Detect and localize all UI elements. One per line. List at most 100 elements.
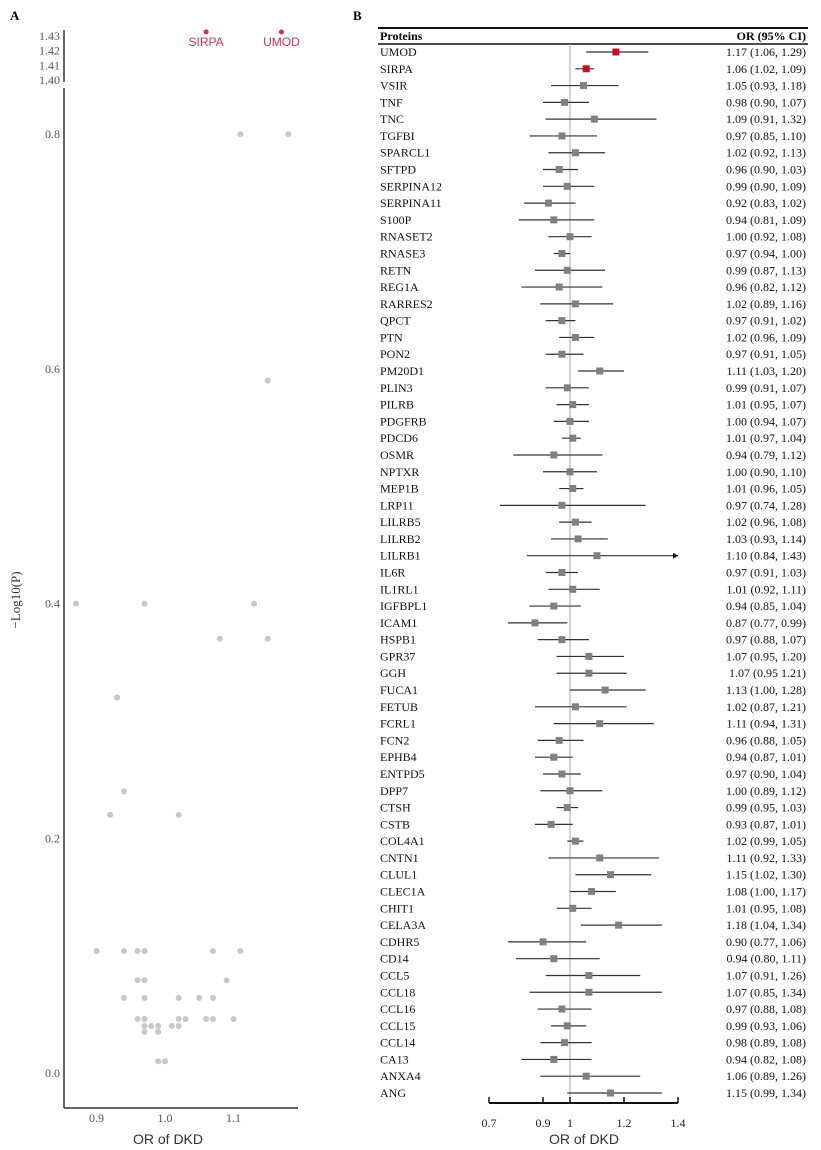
or-ci-label: 1.00 (0.94, 1.07): [726, 414, 806, 428]
or-ci-label: 0.94 (0.85, 1.04): [726, 599, 806, 613]
point-estimate: [558, 501, 566, 509]
point-estimate: [571, 300, 579, 308]
protein-label: OSMR: [380, 448, 414, 462]
protein-label: CHIT1: [380, 901, 414, 915]
data-point: [175, 994, 182, 1001]
x-tick-label: 0.7: [482, 1116, 497, 1130]
protein-label: IL6R: [380, 566, 405, 580]
or-ci-label: 0.94 (0.82, 1.08): [726, 1052, 806, 1066]
or-ci-label: 0.93 (0.87, 1.01): [726, 817, 806, 831]
or-ci-label: 1.00 (0.89, 1.12): [726, 784, 806, 798]
data-point: [251, 600, 258, 607]
point-estimate: [561, 98, 569, 106]
protein-label: SPARCL1: [380, 146, 430, 160]
point-estimate: [585, 652, 593, 660]
protein-label: FETUB: [380, 700, 418, 714]
protein-label: GGH: [380, 666, 406, 680]
point-estimate: [607, 871, 614, 879]
protein-label: DPP7: [380, 784, 408, 798]
protein-label: FCN2: [380, 733, 409, 747]
point-estimate: [563, 266, 571, 274]
y-tick-label: 0.4: [45, 597, 60, 611]
protein-label: PILRB: [380, 398, 414, 412]
point-estimate-highlighted: [612, 48, 620, 56]
data-point: [209, 947, 216, 954]
data-point: [285, 131, 292, 138]
point-estimate: [596, 720, 604, 728]
point-estimate: [531, 619, 539, 627]
or-ci-label: 0.99 (0.90, 1.09): [726, 179, 806, 193]
data-point: [134, 977, 141, 984]
column-header-proteins: Proteins: [380, 29, 423, 43]
panel-a-x-axis-title: OR of DKD: [133, 1131, 203, 1147]
protein-label: CCL15: [380, 1019, 415, 1033]
point-estimate: [555, 736, 563, 744]
or-ci-label: 1.02 (0.92, 1.13): [726, 146, 806, 160]
or-ci-label: 1.18 (1.04, 1.34): [726, 918, 806, 932]
protein-label: HSPB1: [380, 633, 416, 647]
or-ci-label: 1.01 (0.92, 1.11): [726, 582, 806, 596]
protein-label: SERPINA12: [380, 179, 442, 193]
point-estimate: [563, 182, 571, 190]
point-estimate: [601, 686, 609, 694]
point-estimate: [563, 1022, 571, 1030]
or-ci-label: 1.02 (0.96, 1.09): [726, 330, 806, 344]
or-ci-label: 1.10 (0.84, 1.43): [726, 549, 806, 563]
protein-label: CD14: [380, 952, 409, 966]
protein-label: RETN: [380, 263, 412, 277]
point-estimate: [593, 552, 601, 560]
or-ci-label: 1.13 (1.00, 1.28): [726, 683, 806, 697]
data-point: [141, 977, 148, 984]
point-estimate: [555, 166, 563, 174]
or-ci-label: 1.07 (0.91, 1.26): [726, 968, 806, 982]
data-point: [107, 811, 114, 818]
or-ci-label: 1.11 (0.92, 1.33): [726, 851, 806, 865]
protein-label: QPCT: [380, 314, 411, 328]
x-tick-label: 0.9: [89, 1111, 104, 1125]
point-estimate: [571, 518, 579, 526]
or-ci-label: 1.00 (0.90, 1.10): [726, 465, 806, 479]
point-estimate: [607, 1089, 614, 1097]
protein-label: EPHB4: [380, 750, 417, 764]
data-point: [209, 994, 216, 1001]
protein-label: CLEC1A: [380, 885, 426, 899]
protein-label: FCRL1: [380, 717, 416, 731]
protein-label: CA13: [380, 1052, 409, 1066]
or-ci-label: 0.99 (0.87, 1.13): [726, 263, 806, 277]
protein-label: TGFBI: [380, 129, 415, 143]
point-estimate: [566, 233, 574, 241]
y-tick-label-upper: 1.42: [39, 44, 60, 58]
y-tick-label: 0.6: [45, 362, 60, 376]
panel-a-marks: 0.0 0.2 0.4 0.6 0.8 1.401.411.421.43 0.9 1.0 1.1…: [39, 29, 300, 1125]
protein-label: PON2: [380, 347, 410, 361]
point-estimate: [569, 904, 577, 912]
point-estimate: [550, 1055, 558, 1063]
protein-label: IGFBPL1: [380, 599, 427, 613]
x-tick-label: 1.4: [671, 1116, 686, 1130]
data-point: [237, 947, 244, 954]
point-estimate: [558, 132, 566, 140]
protein-label: FUCA1: [380, 683, 418, 697]
point-estimate: [550, 216, 558, 224]
or-ci-label: 1.03 (0.93, 1.14): [726, 532, 806, 546]
protein-label: LILRB5: [380, 515, 421, 529]
or-ci-label: 1.01 (0.95, 1.07): [726, 398, 806, 412]
point-estimate: [558, 636, 566, 644]
ci-arrow: [673, 552, 678, 559]
or-ci-label: 1.07 (0.95, 1.20): [726, 649, 806, 663]
data-point: [141, 1023, 148, 1030]
point-estimate: [563, 384, 571, 392]
point-estimate: [571, 333, 579, 341]
data-point: [223, 977, 230, 984]
data-point: [168, 1023, 175, 1030]
protein-label: RNASET2: [380, 230, 433, 244]
or-ci-label: 0.97 (0.94, 1.00): [726, 246, 806, 260]
protein-label: RNASE3: [380, 246, 425, 260]
or-ci-label: 0.92 (0.83, 1.02): [726, 196, 806, 210]
data-point: [93, 947, 100, 954]
point-estimate: [585, 988, 593, 996]
data-point: [155, 1028, 162, 1035]
protein-label: MEP1B: [380, 482, 419, 496]
data-point: [148, 1023, 155, 1030]
